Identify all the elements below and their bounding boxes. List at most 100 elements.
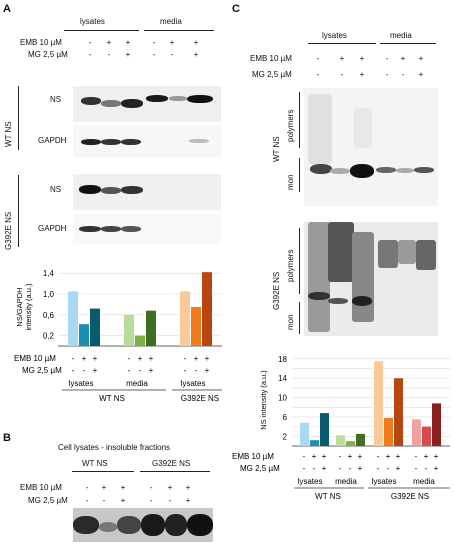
emb-sign: -	[72, 354, 75, 363]
emb-sign: +	[358, 452, 363, 461]
mg-sign: -	[195, 366, 198, 375]
divider-lysates	[64, 30, 139, 31]
panel-b-title: Cell lysates - insoluble fractions	[58, 443, 171, 452]
mg-label: MG 2,5 µM	[22, 366, 62, 375]
mg-sign: -	[152, 50, 156, 59]
mg-sign: -	[303, 464, 306, 473]
divider-wt-b	[72, 471, 134, 472]
chart-c: 18 14 10 6 2 NS intensity (a.u.) EMB 10 µM MG 2…	[232, 355, 450, 501]
bar	[202, 272, 212, 346]
mon-bracket-wt	[299, 158, 300, 192]
wt-ns-bracket	[18, 86, 19, 150]
panel-label-c: C	[232, 3, 240, 15]
emb-sign: -	[415, 452, 418, 461]
header-media: media	[160, 17, 182, 26]
mg-sign: -	[401, 70, 405, 79]
group-label-g392e-ns: G392E NS	[391, 492, 429, 501]
bar	[191, 307, 201, 346]
g392e-ns-bracket	[18, 175, 19, 247]
emb-label: EMB 10 µM	[20, 38, 62, 47]
blot-g392e-ns	[73, 174, 221, 210]
mg-sign: -	[184, 366, 187, 375]
emb-sign: -	[152, 38, 156, 47]
mg-sign: -	[72, 366, 75, 375]
divider-media	[144, 30, 214, 31]
bar	[180, 291, 190, 346]
emb-sign: +	[418, 54, 424, 63]
mg-sign: +	[125, 50, 131, 59]
emb-sign: +	[93, 354, 98, 363]
emb-sign: +	[359, 54, 365, 63]
group-label-lysates: lysates	[181, 379, 206, 388]
gapdh-label-g392e: GAPDH	[38, 224, 67, 233]
polymers-label-wt-c: polymers	[286, 109, 295, 142]
blot-wt-ns	[73, 86, 221, 122]
emb-sign: -	[149, 483, 153, 492]
emb-label: EMB 10 µM	[232, 452, 274, 461]
emb-sign: +	[194, 354, 199, 363]
emb-label-c: EMB 10 µM	[250, 54, 292, 63]
bar	[68, 291, 78, 346]
bar	[310, 440, 319, 446]
mg-sign: -	[387, 464, 390, 473]
mg-sign: -	[139, 366, 142, 375]
mg-sign: -	[425, 464, 428, 473]
bar	[79, 324, 89, 346]
mg-sign: -	[339, 464, 342, 473]
bar	[432, 403, 441, 446]
emb-sign: +	[106, 38, 112, 47]
g392e-ns-vertical-label-c: G392E NS	[272, 271, 281, 310]
mg-sign: +	[396, 464, 401, 473]
bar	[412, 419, 421, 446]
mg-label: MG 2,5 µM	[240, 464, 280, 473]
emb-sign: +	[120, 483, 126, 492]
mg-sign: +	[418, 70, 424, 79]
group-label-wt-ns: WT NS	[315, 492, 341, 501]
gapdh-label-wt: GAPDH	[38, 136, 67, 145]
blot-g392e-ns-c	[304, 222, 438, 336]
emb-sign: +	[185, 483, 191, 492]
mg-sign: +	[358, 464, 363, 473]
y-tick-label: 6	[283, 413, 288, 422]
emb-label: EMB 10 µM	[14, 354, 56, 363]
divider-lysates-c	[308, 43, 376, 44]
y-tick-label: 2	[283, 432, 288, 441]
mg-sign: -	[313, 464, 316, 473]
wt-ns-vertical-label-c: WT NS	[272, 136, 281, 162]
mg-sign: +	[185, 496, 191, 505]
y-axis-label-line: intensity (a.u.)	[24, 283, 33, 331]
mg-sign: -	[128, 366, 131, 375]
y-tick-label: 0,6	[43, 311, 55, 320]
emb-sign: +	[348, 452, 353, 461]
polymers-label-g392e-c: polymers	[286, 249, 295, 282]
chart-a: 1,4 1,0 0,6 0,2 NS/GAPDHintensity (a.u.) EMB …	[14, 269, 222, 403]
mg-sign: +	[322, 464, 327, 473]
divider-media-c	[380, 43, 436, 44]
emb-label-b: EMB 10 µM	[20, 483, 62, 492]
group-label-lysates: lysates	[69, 379, 94, 388]
mon-label-wt-c: mon	[286, 174, 295, 190]
mg-label-c: MG 2,5 µM	[252, 70, 292, 79]
bar	[90, 308, 100, 346]
emb-sign: +	[138, 354, 143, 363]
blot-wt-ns-c	[304, 88, 438, 206]
mg-sign: -	[170, 50, 174, 59]
emb-sign: +	[149, 354, 154, 363]
mg-sign: -	[83, 366, 86, 375]
bar	[300, 422, 309, 446]
mg-sign: -	[107, 50, 111, 59]
g392e-ns-vertical-label: G392E NS	[4, 211, 13, 250]
mg-label-b: MG 2,5 µM	[28, 496, 68, 505]
header-lysates-c: lysates	[322, 31, 347, 40]
mg-sign: +	[434, 464, 439, 473]
emb-sign: +	[312, 452, 317, 461]
y-tick-label: 10	[278, 394, 287, 403]
bar	[356, 433, 365, 446]
mg-sign: -	[102, 496, 106, 505]
group-label-lysates: lysates	[372, 477, 397, 486]
header-media-c: media	[390, 31, 412, 40]
polymers-bracket-wt	[299, 92, 300, 148]
divider-g392e-b	[140, 471, 210, 472]
header-lysates: lysates	[80, 17, 105, 26]
group-label-media: media	[126, 379, 148, 388]
